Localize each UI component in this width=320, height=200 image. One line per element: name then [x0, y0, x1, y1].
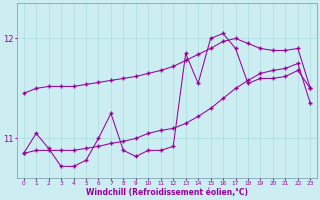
- X-axis label: Windchill (Refroidissement éolien,°C): Windchill (Refroidissement éolien,°C): [86, 188, 248, 197]
